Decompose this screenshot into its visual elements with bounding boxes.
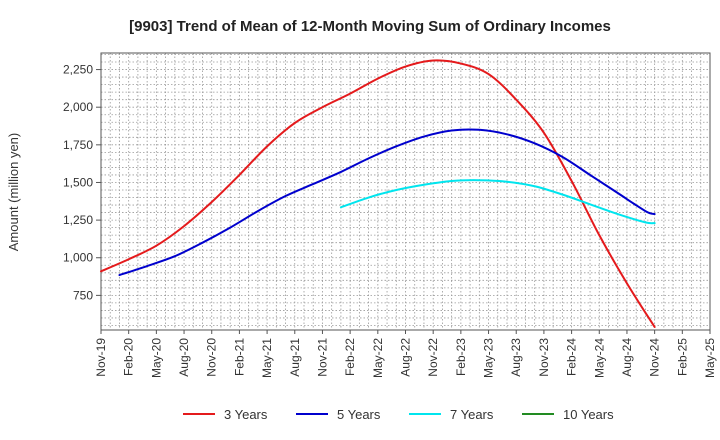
x-tick-label: Feb-21 [232,338,246,376]
x-tick-label: Nov-20 [205,338,219,377]
x-tick-label: Nov-22 [426,338,440,377]
x-tick-label: Feb-22 [343,338,357,376]
x-tick-label: Nov-24 [648,338,662,377]
x-tick-label: Aug-22 [399,338,413,377]
series-line-7-years [339,179,656,225]
x-tick-label: Aug-20 [177,338,191,377]
y-tick-label: 1,750 [63,138,93,152]
x-tick-label: Feb-24 [565,338,579,376]
series-line-3-years [100,59,656,328]
x-axis-ticks: Nov-19 Feb-20 May-20 Aug-20 Nov-20 Feb-21 May-… [94,330,717,378]
y-tick-label: 1,250 [63,213,93,227]
legend-label-3-years: 3 Years [224,407,268,422]
x-tick-label: May-25 [703,338,717,378]
x-tick-label: Feb-23 [454,338,468,376]
x-tick-label: May-22 [371,338,385,378]
x-tick-label: Nov-23 [537,338,551,377]
series-lines [100,59,656,328]
y-tick-label: 2,000 [63,100,93,114]
y-tick-label: 1,500 [63,175,93,189]
x-tick-label: Nov-21 [315,338,329,377]
series-line-5-years [118,128,656,277]
x-tick-label: May-21 [260,338,274,378]
legend: 3 Years 5 Years 7 Years 10 Years [183,407,614,422]
x-tick-label: Aug-21 [288,338,302,377]
x-tick-label: Nov-19 [94,338,108,377]
x-tick-label: Aug-24 [620,338,634,377]
y-axis-ticks: 750 1,000 1,250 1,500 1,750 2,000 2,250 [63,63,101,302]
grid-lines [101,53,710,330]
x-tick-label: May-23 [482,338,496,378]
legend-label-5-years: 5 Years [337,407,381,422]
x-tick-label: May-20 [149,338,163,378]
legend-label-7-years: 7 Years [450,407,494,422]
y-tick-label: 750 [73,288,93,302]
x-tick-label: May-24 [592,338,606,378]
y-tick-label: 2,250 [63,63,93,77]
y-tick-label: 1,000 [63,251,93,265]
legend-label-10-years: 10 Years [563,407,614,422]
x-tick-label: Aug-23 [509,338,523,377]
x-tick-label: Feb-25 [675,338,689,376]
y-axis-label: Amount (million yen) [6,133,21,252]
x-tick-label: Feb-20 [122,338,136,376]
chart-title: [9903] Trend of Mean of 12-Month Moving … [129,18,611,35]
